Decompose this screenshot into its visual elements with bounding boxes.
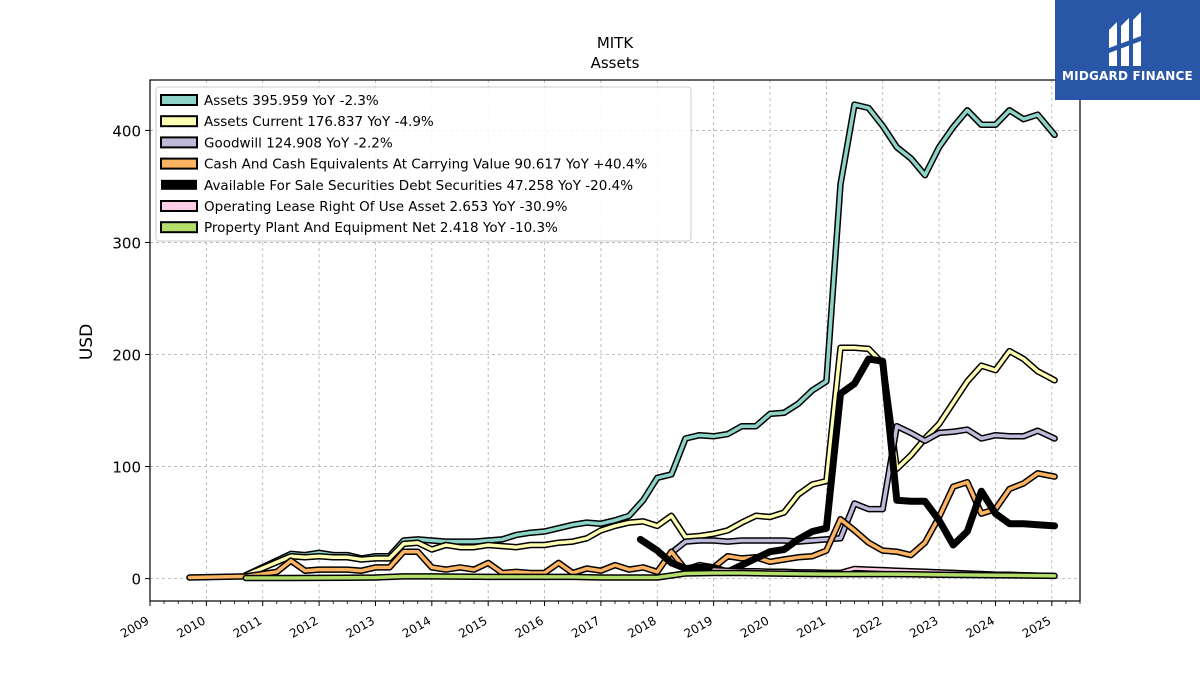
series-line xyxy=(672,424,1057,553)
legend-swatch xyxy=(160,200,198,212)
x-tick-label: 2022 xyxy=(851,613,884,640)
series-2 xyxy=(670,422,1058,554)
legend-entry: Assets 395.959 YoY -2.3% xyxy=(160,93,379,109)
legend-label: Property Plant And Equipment Net 2.418 Y… xyxy=(204,220,558,236)
legend-label: Cash And Cash Equivalents At Carrying Va… xyxy=(204,157,648,173)
series-outline xyxy=(242,344,1058,579)
legend-entry: Goodwill 124.908 YoY -2.2% xyxy=(160,135,393,151)
x-tick-label: 2019 xyxy=(682,613,715,640)
series-3 xyxy=(186,470,1058,581)
x-tick-label: 2024 xyxy=(964,613,997,640)
x-tick-label: 2010 xyxy=(174,613,207,640)
legend-entry: Assets Current 176.837 YoY -4.9% xyxy=(160,114,434,130)
legend-label: Available For Sale Securities Debt Secur… xyxy=(204,178,633,194)
legend-swatch xyxy=(161,179,197,190)
legend-entry: Available For Sale Securities Debt Secur… xyxy=(161,178,633,194)
x-tick-label: 2011 xyxy=(231,613,264,640)
x-tick-label: 2013 xyxy=(344,613,377,640)
legend-label: Goodwill 124.908 YoY -2.2% xyxy=(204,135,393,151)
y-axis-label: USD xyxy=(77,324,97,360)
x-tick-label: 2023 xyxy=(907,613,940,640)
chart-subtitle: Assets xyxy=(591,54,640,72)
series-0 xyxy=(242,101,1058,579)
x-tick-label: 2018 xyxy=(625,613,658,640)
y-tick-label: 300 xyxy=(112,234,141,252)
x-tick-label: 2025 xyxy=(1020,613,1053,640)
legend-label: Assets 395.959 YoY -2.3% xyxy=(204,93,379,109)
legend-label: Operating Lease Right Of Use Asset 2.653… xyxy=(204,199,568,215)
legend-entry: Cash And Cash Equivalents At Carrying Va… xyxy=(160,157,648,173)
chart-title: MITK xyxy=(597,34,635,52)
x-tick-label: 2014 xyxy=(400,613,433,640)
series-1 xyxy=(242,344,1058,579)
series-line xyxy=(244,102,1057,577)
legend-swatch xyxy=(160,94,198,106)
x-tick-label: 2012 xyxy=(287,613,320,640)
legend-swatch xyxy=(160,115,198,128)
series-line xyxy=(636,355,1059,576)
x-tick-label: 2015 xyxy=(456,613,489,640)
x-tick-label: 2021 xyxy=(794,613,827,640)
series-line xyxy=(244,346,1057,577)
y-tick-label: 100 xyxy=(112,459,141,477)
legend-entry: Property Plant And Equipment Net 2.418 Y… xyxy=(160,220,558,236)
series-line xyxy=(244,571,1057,580)
series-4 xyxy=(636,355,1059,576)
legend-label: Assets Current 176.837 YoY -4.9% xyxy=(204,114,434,130)
legend: Assets 395.959 YoY -2.3% Assets Current 1… xyxy=(155,86,692,242)
y-tick-label: 400 xyxy=(112,122,141,140)
series-6 xyxy=(242,569,1058,582)
y-tick-label: 0 xyxy=(131,571,141,589)
legend-swatch xyxy=(160,157,198,170)
series-line xyxy=(187,471,1057,580)
midgard-finance-logo: MIDGARD FINANCE xyxy=(1055,0,1200,100)
brand-mark-icon xyxy=(1109,12,1141,66)
y-tick-label: 200 xyxy=(112,347,141,365)
x-tick-label: 2020 xyxy=(738,613,771,640)
series-lines xyxy=(186,101,1059,582)
x-tick-label: 2016 xyxy=(513,613,546,640)
legend-box xyxy=(155,86,692,242)
legend-swatch xyxy=(160,221,198,234)
legend-swatch xyxy=(160,136,198,149)
legend-entry: Operating Lease Right Of Use Asset 2.653… xyxy=(160,199,568,215)
x-tick-label: 2009 xyxy=(118,613,151,640)
brand-name: MIDGARD FINANCE xyxy=(1062,69,1193,83)
x-tick-label: 2017 xyxy=(569,613,602,640)
